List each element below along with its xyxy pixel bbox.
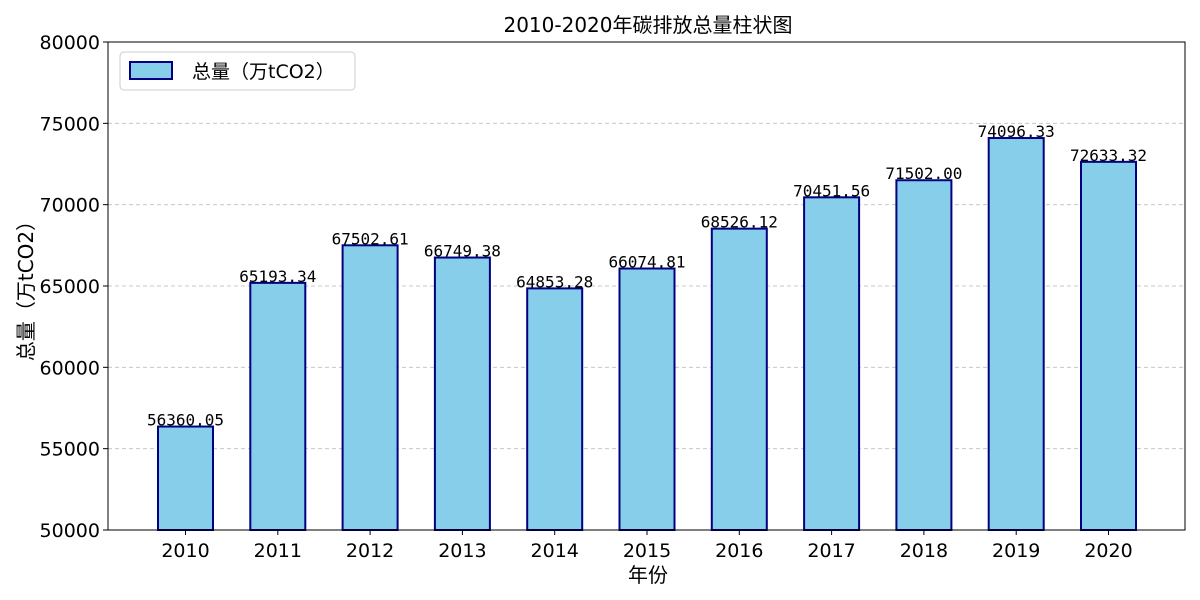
y-tick-label: 60000 <box>40 357 100 379</box>
y-tick-label: 75000 <box>40 113 100 135</box>
x-tick-label-2013: 2013 <box>438 540 486 562</box>
legend-box <box>119 51 356 91</box>
data-label-2017: 70451.56 <box>793 181 870 200</box>
y-tick-label: 70000 <box>40 195 100 217</box>
bar-2013 <box>433 256 491 531</box>
data-label-2011: 65193.34 <box>239 267 316 286</box>
y-tick-label: 80000 <box>40 32 100 54</box>
y-axis-label: 总量（万tCO2） <box>14 211 38 361</box>
y-tick-label: 55000 <box>40 439 100 461</box>
bar-2012 <box>341 244 399 532</box>
bar-2017 <box>803 196 861 531</box>
data-label-2014: 64853.28 <box>516 272 593 291</box>
bars <box>157 137 1137 532</box>
x-tick-label-2017: 2017 <box>807 540 855 562</box>
data-label-2018: 71502.00 <box>885 164 962 183</box>
data-label-2012: 67502.61 <box>332 229 409 248</box>
plot-frame <box>107 41 1186 531</box>
x-tick-label-2010: 2010 <box>161 540 209 562</box>
legend-label: 总量（万tCO2） <box>192 61 335 83</box>
x-tick-label-2014: 2014 <box>531 540 579 562</box>
data-label-2015: 66074.81 <box>608 253 685 272</box>
data-label-2020: 72633.32 <box>1070 146 1147 165</box>
x-tick-label-2011: 2011 <box>254 540 302 562</box>
data-label-2013: 66749.38 <box>424 242 501 261</box>
data-label-2010: 56360.05 <box>147 411 224 430</box>
x-tick-label-2012: 2012 <box>346 540 394 562</box>
x-tick-label-2015: 2015 <box>623 540 671 562</box>
chart-title: 2010-2020年碳排放总量柱状图 <box>503 13 792 37</box>
y-tick-label: 65000 <box>40 276 100 298</box>
x-tick-label-2016: 2016 <box>715 540 763 562</box>
bar-2011 <box>249 281 307 532</box>
bar-2010 <box>157 425 214 531</box>
y-tick-label: 50000 <box>40 520 100 542</box>
x-tick-label-2019: 2019 <box>992 540 1040 562</box>
data-label-2019: 74096.33 <box>978 122 1055 141</box>
bar-2015 <box>618 267 676 531</box>
x-axis-label: 年份 <box>628 563 668 587</box>
x-tick-label-2020: 2020 <box>1084 540 1132 562</box>
x-tick-label-2018: 2018 <box>900 540 948 562</box>
axes: 50000 55000 60000 65000 70000 75000 80000 2010 2… <box>40 32 1186 562</box>
data-labels: 56360.05 65193.34 67502.61 66749.38 64853.28… <box>147 122 1147 430</box>
bar-2018 <box>895 179 953 531</box>
legend-swatch <box>129 61 173 80</box>
data-label-2016: 68526.12 <box>701 213 778 232</box>
legend: 总量（万tCO2） <box>119 51 356 91</box>
bar-2020 <box>1080 160 1137 531</box>
bar-2019 <box>987 137 1045 532</box>
bar-2014 <box>526 287 584 532</box>
bar-2016 <box>710 227 768 531</box>
